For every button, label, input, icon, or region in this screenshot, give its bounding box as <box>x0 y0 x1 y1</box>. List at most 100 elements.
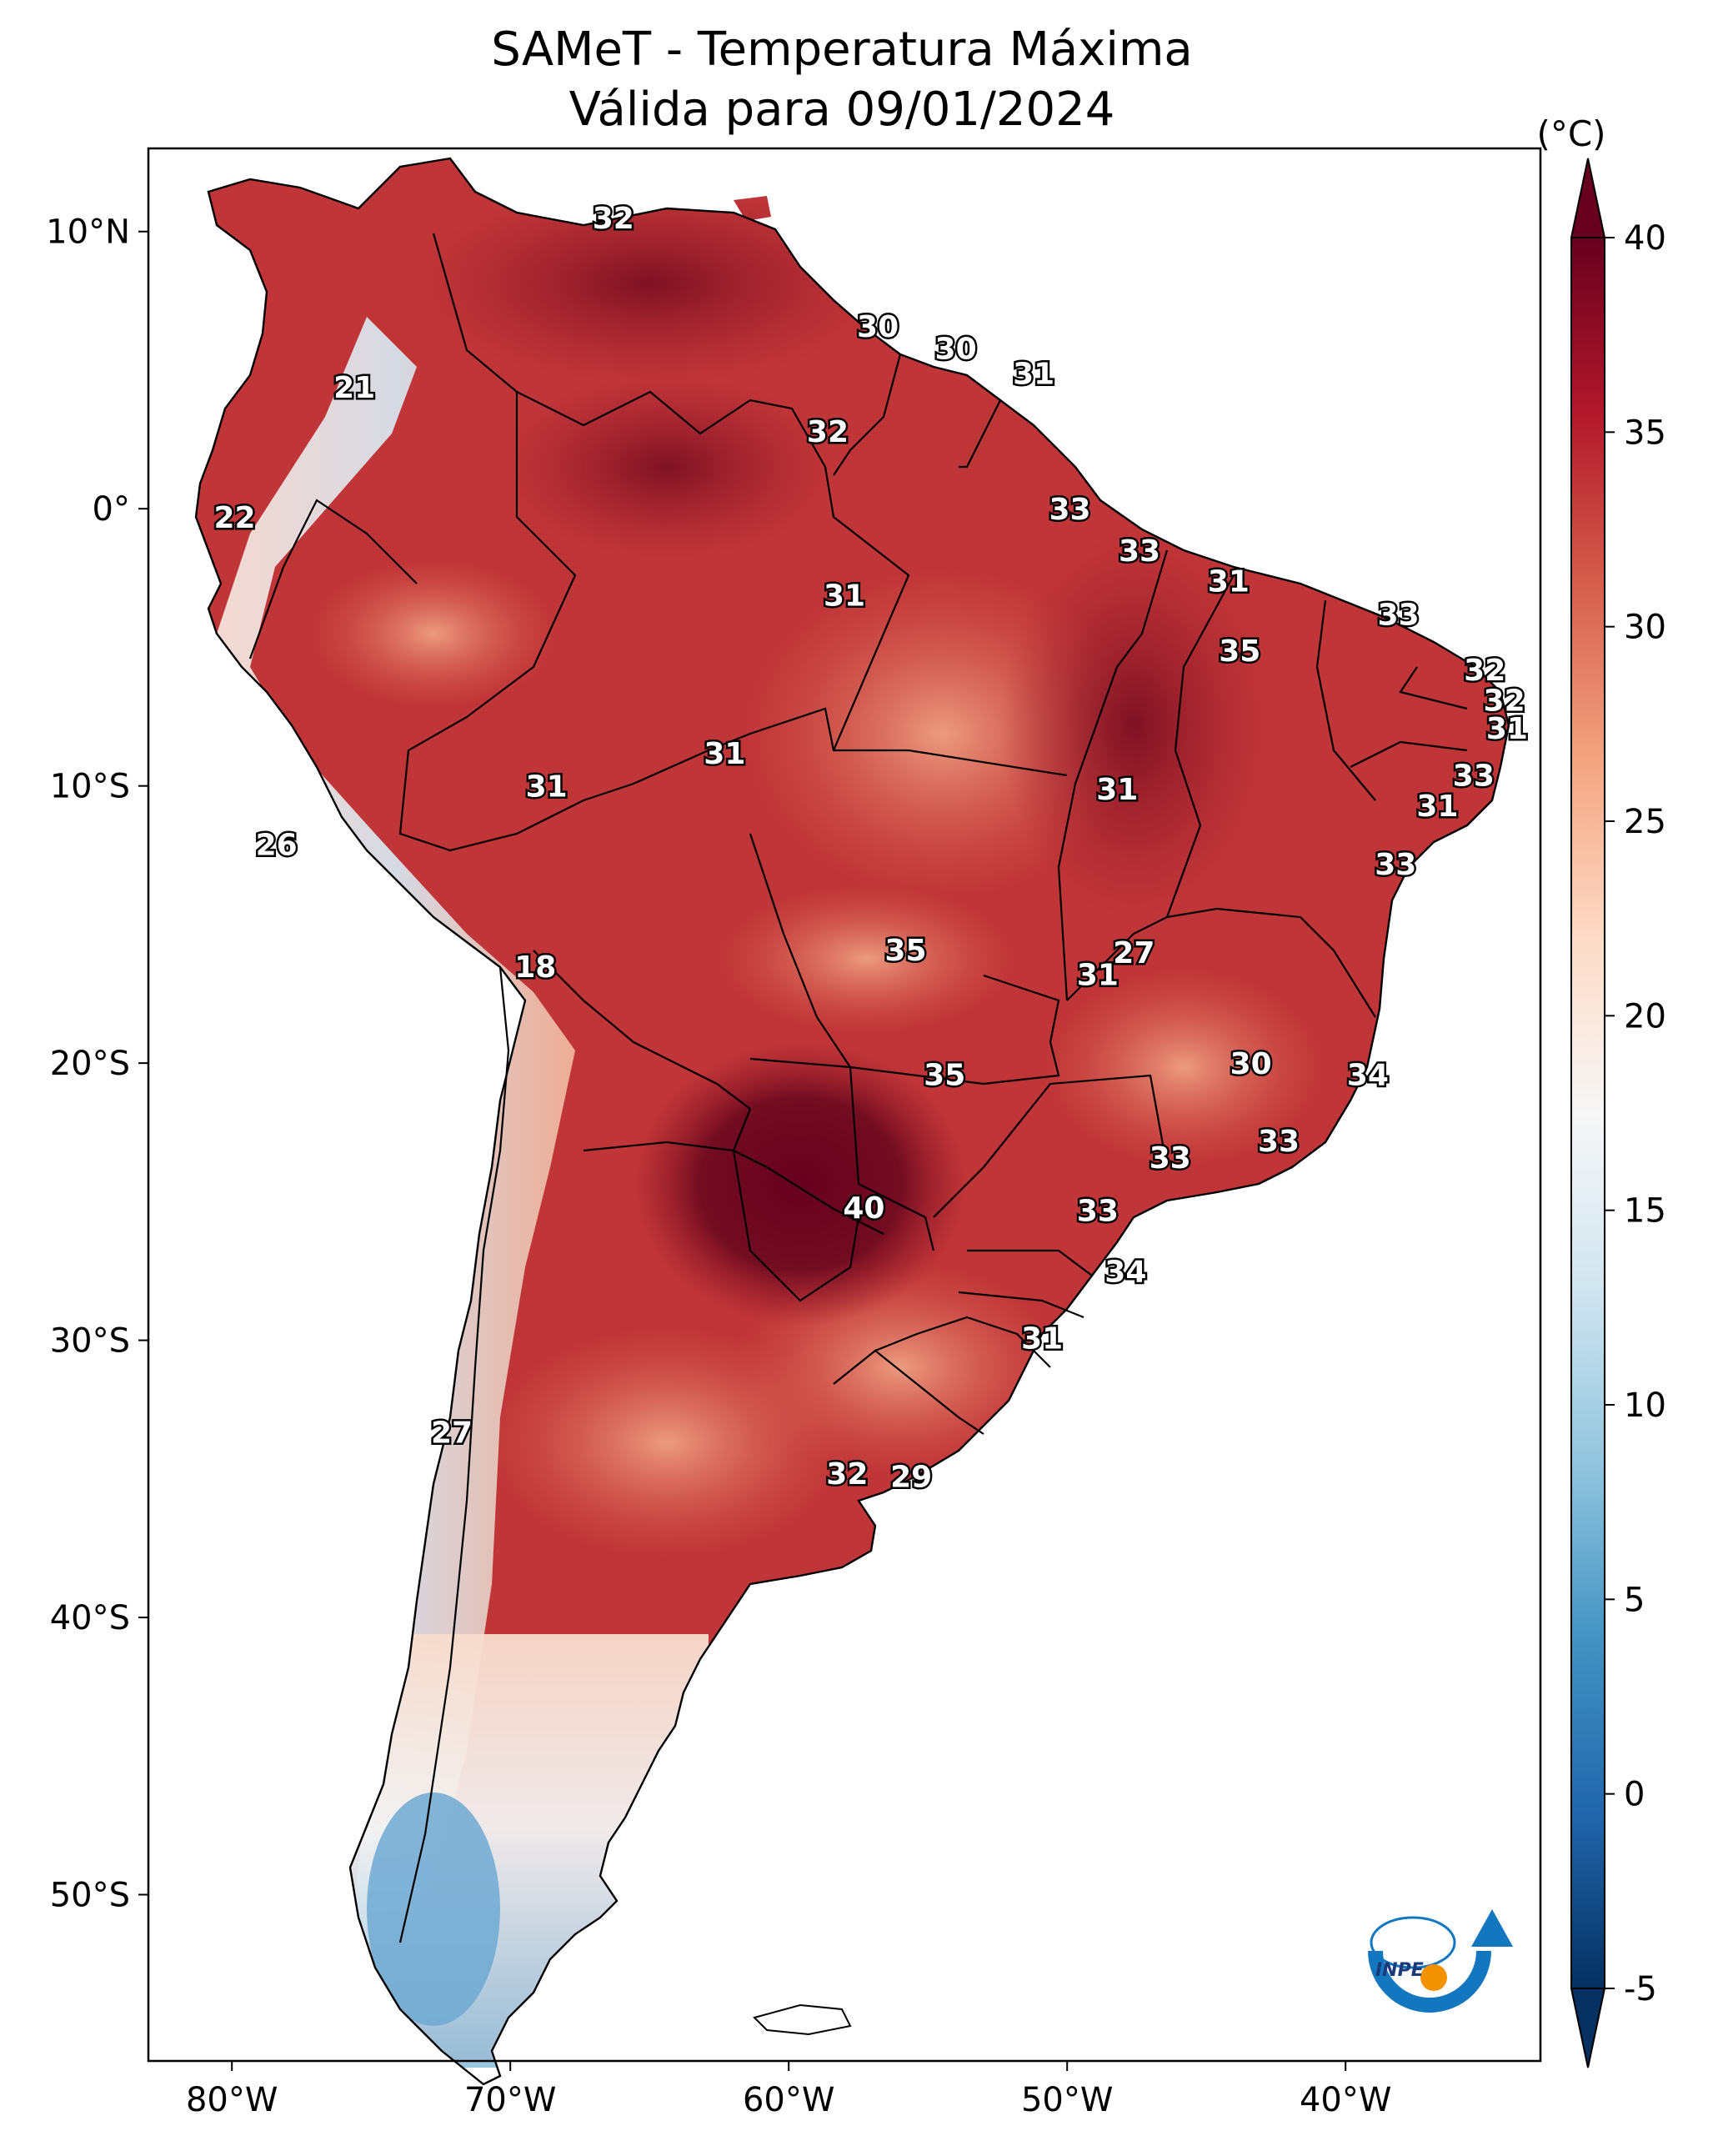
colorbar-tick-label: 15 <box>1624 1192 1666 1231</box>
isotherm-label: 34 <box>1104 1255 1146 1289</box>
isotherm-label: 31 <box>1021 1321 1063 1356</box>
isotherm-label: 35 <box>884 934 926 968</box>
isotherm-label: 33 <box>1258 1125 1300 1159</box>
isotherm-label: 29 <box>890 1461 932 1495</box>
isotherm-label: 31 <box>1208 565 1250 599</box>
political-borders <box>248 233 1468 1943</box>
border-pe <box>1350 740 1468 768</box>
x-tick-label: 70°W <box>464 2081 556 2119</box>
colorbar-gradient <box>1570 237 1605 1989</box>
border-rgn <box>1399 666 1468 710</box>
isotherm-label: 32 <box>593 202 634 236</box>
border-uruguay <box>833 1349 984 1435</box>
colorbar-tick-label: -5 <box>1624 1970 1657 2008</box>
isotherm-label: 27 <box>1113 936 1155 970</box>
isotherm-label: 35 <box>924 1058 965 1092</box>
colorbar-tick-label: 30 <box>1624 609 1666 647</box>
southern-ice-field <box>367 1792 500 2026</box>
border-paraguay-north <box>732 1108 884 1235</box>
isotherm-label: 30 <box>857 310 899 344</box>
isotherm-label: 32 <box>826 1457 868 1492</box>
border-piaui <box>1165 574 1235 918</box>
logo-text: INPE <box>1375 1960 1424 1981</box>
mato-grosso-mild-area <box>717 884 1017 1034</box>
border-chile-argentina <box>398 966 510 1943</box>
chaco-hot-spot <box>634 1042 967 1326</box>
andes-cool-strip <box>217 317 575 1943</box>
colorbar-ticks: 40 35 30 25 20 15 10 5 0 -5 <box>1605 219 1666 2008</box>
isotherm-label: 31 <box>1013 357 1054 391</box>
isotherm-label: 27 <box>431 1416 473 1450</box>
x-tick-label: 40°W <box>1300 2081 1391 2119</box>
pampas-mild-area <box>483 1326 850 1559</box>
isotherm-label: 26 <box>256 828 298 862</box>
isotherm-label: 32 <box>1484 684 1525 719</box>
minas-mild-area <box>1042 967 1325 1167</box>
venezuela-hot-area <box>417 183 884 384</box>
colorbar: (°C) 40 35 30 25 20 15 10 5 0 -5 <box>1536 113 1666 2068</box>
colorbar-tick-label: 10 <box>1624 1386 1666 1425</box>
title-line-1: SAMeT - Temperatura Máxima <box>491 23 1193 77</box>
border-rs-uruguay <box>874 1316 1051 1368</box>
isotherm-label: 31 <box>1077 959 1119 993</box>
isotherm-label: 33 <box>1119 534 1160 569</box>
amazon-hot-area <box>500 375 834 559</box>
isotherm-label: 31 <box>1096 773 1138 807</box>
colorbar-tick-label: 35 <box>1624 414 1666 452</box>
isotherm-label: 32 <box>1464 654 1505 688</box>
border-sp <box>933 1074 1169 1218</box>
border-mato-grosso <box>749 833 819 1018</box>
isotherm-label: 30 <box>1230 1047 1272 1081</box>
title-line-2: Válida para 09/01/2024 <box>569 83 1115 137</box>
border-venezuela <box>432 233 826 468</box>
border-ms <box>749 1057 935 1251</box>
border-sc <box>958 1291 1084 1319</box>
logo-arc-icon <box>1368 1950 1491 2013</box>
border-goias <box>1066 916 1168 1001</box>
map-frame <box>147 147 1542 2063</box>
border-paraguay-argentina <box>666 1141 860 1302</box>
isotherm-label: 31 <box>704 737 745 771</box>
y-tick-label: 30°S <box>50 1322 130 1361</box>
border-para-west <box>824 466 910 751</box>
isotherm-label: 33 <box>1453 759 1495 793</box>
isotherm-label: 32 <box>807 415 849 449</box>
isotherm-label: 31 <box>526 770 568 805</box>
isotherm-label: 33 <box>1150 1141 1191 1176</box>
isotherm-label: 30 <box>935 332 977 366</box>
colorbar-min-extend-icon <box>1570 1988 1606 2068</box>
isotherm-label: 22 <box>213 501 255 535</box>
border-ecuador-peru <box>248 499 418 659</box>
falkland-islands <box>753 2003 852 2036</box>
y-tick-label: 20°S <box>50 1045 130 1083</box>
logo-orbit-icon <box>1370 1916 1456 1969</box>
x-tick-label: 60°W <box>743 2081 834 2119</box>
border-parana <box>967 1249 1093 1276</box>
border-ceara <box>1315 599 1376 801</box>
isotherm-label: 40 <box>843 1191 884 1226</box>
isotherm-label: 33 <box>1375 848 1416 882</box>
colorbar-unit-label: (°C) <box>1536 113 1605 154</box>
colorbar-tick-label: 40 <box>1624 219 1666 258</box>
logo-arrow-icon <box>1471 1909 1513 1947</box>
border-chile-argentina-north <box>583 1141 668 1152</box>
inpe-logo: INPE <box>1368 1909 1513 2013</box>
isotherm-label: 33 <box>1378 599 1420 633</box>
isotherm-label: 31 <box>1416 790 1458 824</box>
y-tick-label: 40°S <box>50 1599 130 1637</box>
y-tick-label: 50°S <box>50 1877 130 1915</box>
isotherm-label: 21 <box>333 371 375 405</box>
border-guianas-1 <box>833 353 902 476</box>
peru-mild-area <box>308 559 558 709</box>
isotherm-label: 33 <box>1049 493 1090 527</box>
colorbar-tick-label: 25 <box>1624 803 1666 841</box>
colorbar-tick-label: 20 <box>1624 997 1666 1035</box>
colorbar-tick-label: 0 <box>1624 1776 1645 1814</box>
isotherm-label: 33 <box>1077 1194 1119 1228</box>
isotherm-label: 34 <box>1347 1058 1389 1092</box>
y-tick-label: 10°S <box>50 768 130 806</box>
isotherm-label: 35 <box>1219 634 1260 669</box>
